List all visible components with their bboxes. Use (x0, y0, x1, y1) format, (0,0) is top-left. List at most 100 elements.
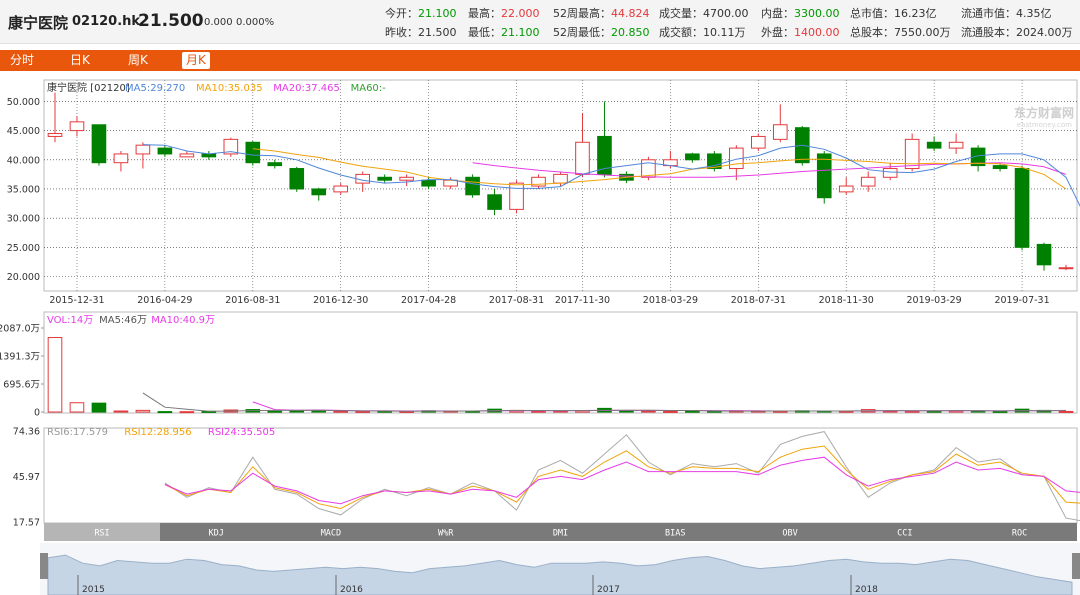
ma-legend-item: MA20:37.465 (273, 83, 340, 94)
date-tick-label: 2018-07-31 (731, 295, 786, 306)
quote-stat-label: 流通股本： (961, 26, 1016, 39)
quote-stat-value: 10.11万 (703, 26, 746, 39)
rsi24-line (164, 456, 1080, 505)
quote-stat: 成交量：4700.00 (659, 5, 749, 21)
candle-body (245, 141, 261, 164)
navigator-year-label: 2016 (340, 585, 363, 595)
volume-bar (641, 410, 656, 413)
watermark-sub: eastmoney.com (1017, 121, 1072, 129)
candle-body (509, 182, 524, 210)
candle-body (1014, 168, 1030, 248)
kline-chart-area[interactable]: 50.000 45.000 40.000 35.000 30.000 25.000 20.0… (0, 72, 1080, 595)
indicator-tab-label: CCI (897, 529, 912, 539)
candle-body (377, 176, 392, 181)
indicator-tab-label: W%R (438, 529, 454, 539)
candle-body (465, 176, 480, 196)
quote-stat-value: 20.850 (611, 26, 650, 39)
volume-bar (135, 409, 151, 413)
quote-stat-label: 最低： (468, 26, 501, 39)
candle-body (531, 176, 546, 187)
volume-tick-label: 2087.0万 (0, 324, 40, 335)
candle-body (597, 135, 612, 175)
candle-body (860, 176, 876, 187)
volume-tick-label: 0 (34, 408, 40, 419)
quote-stat: 外盘：1400.00 (761, 24, 840, 40)
navigator-year-label: 2018 (855, 585, 878, 595)
candle-body (267, 162, 283, 167)
date-tick-label: 2016-12-30 (313, 295, 368, 306)
price-change-pct: 0.000% (236, 17, 275, 28)
candle-body (926, 141, 942, 149)
quote-stat-label: 最高： (468, 7, 501, 20)
quote-stat-label: 总市值： (850, 7, 894, 20)
candle-body (772, 124, 788, 140)
candle-body (289, 168, 305, 190)
indicator-tab-label: OBV (782, 529, 797, 539)
ma10-line (252, 148, 1067, 190)
quote-stat-label: 今开： (385, 7, 418, 20)
indicator-tab-label: ROC (1012, 529, 1027, 539)
quote-stat-value: 2024.00万 (1016, 26, 1073, 39)
volume-bar (1058, 410, 1074, 413)
candle-body (333, 185, 349, 193)
candle-body (69, 121, 85, 132)
price-tick-label: 20.000 (7, 272, 40, 283)
price-panel-frame (43, 79, 1078, 292)
tab-intraday[interactable]: 分时 (10, 53, 35, 67)
candle-body (487, 194, 502, 210)
price-change: 0.000 (204, 17, 233, 28)
period-tab-bar: 分时 日K 周K 月K (0, 50, 1080, 71)
candle-body (575, 141, 590, 175)
quote-stat: 昨收：21.500 (385, 24, 457, 40)
quote-stat: 流通股本：2024.00万 (961, 24, 1073, 40)
navigator-right-handle (1072, 553, 1080, 579)
quote-stat-value: 22.000 (501, 7, 540, 20)
tab-daily-k[interactable]: 日K (70, 53, 90, 67)
quote-stat-label: 52周最低： (553, 26, 611, 39)
date-tick-label: 2017-11-30 (555, 295, 610, 306)
rsi-tick-label: 17.57 (13, 518, 40, 529)
indicator-tab-rsi[interactable] (44, 523, 160, 541)
candle-body (91, 124, 107, 164)
date-tick-label: 2019-03-29 (907, 295, 962, 306)
candle-body (421, 179, 436, 187)
indicator-tab-strip (44, 523, 1077, 541)
tab-weekly-k[interactable]: 周K (128, 53, 148, 67)
rsi-legend-item: RSI12:28.956 (124, 427, 191, 438)
date-tick-label: 2016-08-31 (225, 295, 280, 306)
vol-legend-item: VOL:14万 (47, 315, 93, 326)
indicator-tab-label: RSI (94, 529, 109, 539)
vol-legend-item: MA10:40.9万 (151, 315, 215, 326)
date-tick-label: 2018-11-30 (819, 295, 874, 306)
price-tick-label: 35.000 (7, 184, 40, 195)
indicator-tab-label: DMI (553, 529, 568, 539)
candle-body (47, 133, 63, 137)
navigator-year-label: 2015 (82, 585, 105, 595)
volume-bar (926, 410, 942, 413)
tab-monthly-k[interactable]: 月K (182, 52, 210, 69)
quote-stat-value: 4700.00 (703, 7, 749, 20)
volume-tick-label: 695.6万 (3, 380, 40, 391)
volume-bar (311, 410, 327, 413)
vol-ma5-line (142, 392, 1066, 412)
volume-bar (179, 411, 195, 414)
quote-stat-label: 昨收： (385, 26, 418, 39)
quote-stat: 总股本：7550.00万 (850, 24, 951, 40)
quote-stat: 流通市值：4.35亿 (961, 5, 1052, 21)
candle-body (135, 144, 151, 155)
date-tick-label: 2015-12-31 (49, 295, 104, 306)
candle-body (223, 138, 239, 155)
stock-price: 21.500 (138, 11, 204, 31)
ma-legend-item: MA10:35.035 (196, 83, 263, 94)
quote-stat-value: 1400.00 (794, 26, 840, 39)
quote-stat-value: 44.824 (611, 7, 650, 20)
quote-stat-value: 21.100 (418, 7, 457, 20)
ma5-line (142, 144, 1080, 208)
chart-title: 康宁医院 [02120] (47, 81, 130, 94)
candle-body (641, 159, 656, 178)
candle-body (113, 153, 129, 164)
candle-body (399, 176, 414, 181)
vol-legend-item: MA5:46万 (99, 315, 147, 326)
volume-tick-label: 1391.3万 (0, 352, 40, 363)
watermark-logo: 东方财富网 (1014, 105, 1074, 120)
